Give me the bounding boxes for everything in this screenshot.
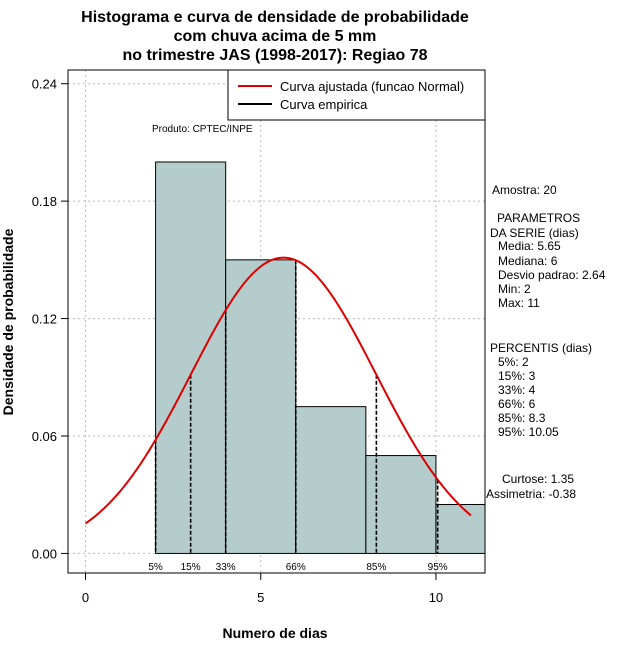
- x-tick-label-2: 10: [429, 590, 443, 605]
- title-line-3: no trimestre JAS (1998-2017): Regiao 78: [122, 47, 427, 64]
- percentile-label-3: 66%: [286, 562, 306, 573]
- stat-media: Media: 5.65: [498, 239, 561, 253]
- stat-mediana: Mediana: 6: [498, 254, 558, 268]
- y-tick-label-0: 0.00: [32, 546, 57, 561]
- stat-desvio: Desvio padrao: 2.64: [498, 268, 606, 282]
- y-tick-label-3: 0.18: [32, 194, 57, 209]
- percentile-label-5: 95%: [428, 562, 448, 573]
- percentile-markers: 5% 15% 33% 66% 85% 95%: [148, 260, 448, 573]
- stat-amostra: Amostra: 20: [492, 183, 557, 197]
- legend-box: [227, 69, 486, 121]
- stat-p33: 33%: 4: [498, 383, 536, 397]
- stat-min: Min: 2: [498, 282, 531, 296]
- fitted-curve: [84, 256, 472, 525]
- y-tick-label-4: 0.24: [32, 77, 57, 92]
- chart-title: Histograma e curva de densidade de proba…: [81, 9, 469, 64]
- stat-assimetria: Assimetria: -0.38: [486, 487, 576, 501]
- y-axis-title: Densidade de probabilidade: [0, 228, 16, 415]
- y-tick-label-2: 0.12: [32, 312, 57, 327]
- stat-p15: 15%: 3: [498, 369, 536, 383]
- percentile-label-0: 5%: [148, 562, 163, 573]
- legend-label-empirical: Curva empirica: [280, 97, 368, 112]
- percentile-label-2: 33%: [216, 562, 236, 573]
- title-line-2: com chuva acima de 5 mm: [174, 28, 377, 45]
- stat-parametros-subheading: DA SERIE (dias): [490, 226, 579, 240]
- histogram-bar-2: [295, 406, 367, 554]
- stat-p85: 85%: 8.3: [498, 411, 546, 425]
- title-line-1: Histograma e curva de densidade de proba…: [81, 9, 469, 26]
- stat-parametros-heading: PARAMETROS: [497, 211, 580, 225]
- stat-percentis-heading: PERCENTIS (dias): [490, 341, 592, 355]
- product-note: Produto: CPTEC/INPE: [152, 124, 253, 135]
- fitted-normal-curve: [84, 256, 472, 525]
- y-tick-label-1: 0.06: [32, 429, 57, 444]
- histogram-bar-1: [225, 259, 297, 554]
- stat-p5: 5%: 2: [498, 355, 529, 369]
- legend: Curva ajustada (funcao Normal) Curva emp…: [227, 69, 486, 121]
- stat-p66: 66%: 6: [498, 397, 536, 411]
- percentile-label-1: 15%: [181, 562, 201, 573]
- x-axis-title: Numero de dias: [222, 625, 327, 641]
- y-axis: 0.00 0.06 0.12 0.18 0.24: [32, 77, 69, 561]
- stat-curtose: Curtose: 1.35: [502, 472, 574, 486]
- stat-p95: 95%: 10.05: [498, 425, 559, 439]
- percentile-label-4: 85%: [366, 562, 386, 573]
- stat-max: Max: 11: [498, 296, 540, 310]
- stats-panel: Amostra: 20 PARAMETROS DA SERIE (dias) M…: [486, 183, 606, 501]
- histogram-bar-0: [155, 161, 227, 554]
- x-axis: 0 5 10: [82, 572, 443, 605]
- histogram-bars: [155, 161, 486, 554]
- histogram-bar-4: [435, 503, 486, 554]
- x-tick-label-0: 0: [82, 590, 89, 605]
- x-tick-label-1: 5: [257, 590, 264, 605]
- legend-label-fitted: Curva ajustada (funcao Normal): [280, 79, 464, 94]
